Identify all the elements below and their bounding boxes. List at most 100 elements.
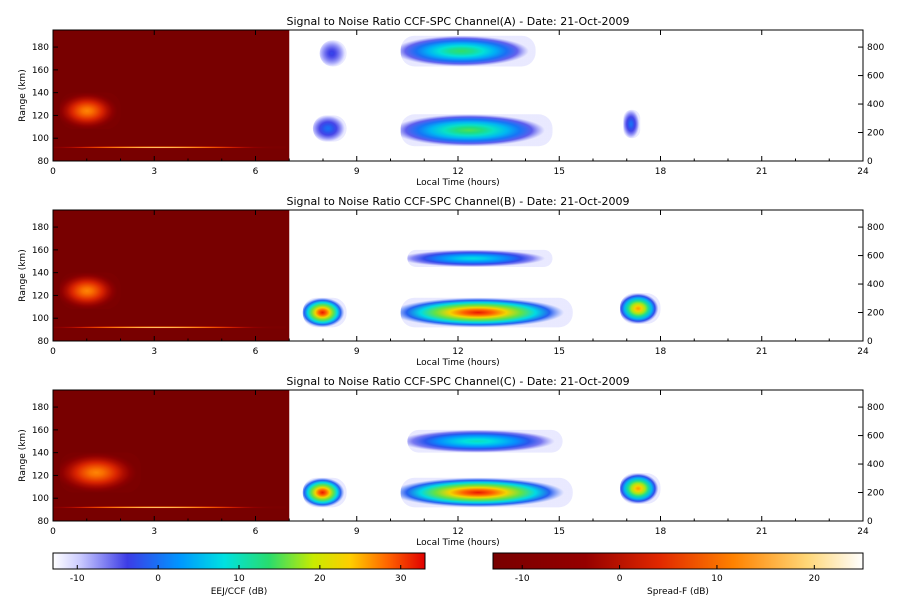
y2-tick-label: 800 xyxy=(867,223,884,233)
x-tick-label: 24 xyxy=(857,167,869,177)
x-tick-label: 12 xyxy=(452,347,463,357)
echo-early-lower xyxy=(312,115,347,142)
y-axis-label: Range (km) xyxy=(18,429,28,481)
colorbar-tick-label: 0 xyxy=(155,574,161,584)
echo-upper-band xyxy=(407,249,553,267)
y-tick-label: 140 xyxy=(32,89,49,99)
y-tick-label: 120 xyxy=(32,111,49,121)
x-tick-label: 6 xyxy=(253,527,259,537)
x-tick-label: 18 xyxy=(655,347,667,357)
y-tick-label: 180 xyxy=(32,43,49,53)
colorbar-tick-label: -10 xyxy=(70,574,85,584)
y2-tick-label: 600 xyxy=(867,252,884,262)
eej-colorbar: -10 0 10 20 30 EEJ/CCF (dB) xyxy=(52,552,426,597)
x-tick-label: 18 xyxy=(655,527,667,537)
x-tick-label: 12 xyxy=(452,527,463,537)
x-tick-label: 0 xyxy=(50,527,56,537)
y-tick-label: 80 xyxy=(38,337,50,347)
echo-spreadf-wisp xyxy=(59,272,121,310)
y-axis-label: Range (km) xyxy=(18,69,28,121)
echo-late-band xyxy=(620,293,661,324)
x-tick-label: 24 xyxy=(857,347,869,357)
x-tick-label: 21 xyxy=(756,527,767,537)
y2-tick-label: 400 xyxy=(867,460,884,470)
panel-title: Signal to Noise Ratio CCF-SPC Channel(C)… xyxy=(286,375,629,388)
x-tick-label: 6 xyxy=(253,347,259,357)
spreadf-colorbar: -10 0 10 20 Spread-F (dB) xyxy=(492,552,864,597)
colorbar-label: Spread-F (dB) xyxy=(647,587,709,597)
x-tick-label: 15 xyxy=(554,167,565,177)
colorbar-tick-label: 30 xyxy=(395,574,407,584)
panel-2: Signal to Noise Ratio CCF-SPC Channel(B)… xyxy=(18,195,884,368)
x-tick-label: 24 xyxy=(857,527,869,537)
y-tick-label: 120 xyxy=(32,291,49,301)
y-tick-label: 80 xyxy=(38,517,50,527)
y-tick-label: 100 xyxy=(32,494,49,504)
echo-late-patch xyxy=(623,109,641,139)
x-axis-label: Local Time (hours) xyxy=(416,178,499,188)
echo-late-band xyxy=(620,473,661,504)
echo-early-upper xyxy=(319,40,347,67)
x-tick-label: 9 xyxy=(354,167,360,177)
panel-title: Signal to Noise Ratio CCF-SPC Channel(B)… xyxy=(286,195,629,208)
y2-tick-label: 200 xyxy=(867,309,884,319)
x-tick-label: 3 xyxy=(151,347,157,357)
echo-lower-echo xyxy=(400,114,553,147)
y-tick-label: 180 xyxy=(32,403,49,413)
echo-spreadf-trace xyxy=(53,326,286,329)
y2-tick-label: 400 xyxy=(867,280,884,290)
echo-upper-echo xyxy=(400,35,536,67)
echo-upper-band xyxy=(407,429,563,453)
x-tick-label: 3 xyxy=(151,527,157,537)
x-tick-label: 15 xyxy=(554,527,565,537)
echo-spreadf-trace xyxy=(53,146,286,149)
y-tick-label: 160 xyxy=(32,246,49,256)
y-tick-label: 100 xyxy=(32,314,49,324)
y2-tick-label: 800 xyxy=(867,403,884,413)
x-tick-label: 12 xyxy=(452,167,463,177)
y-tick-label: 160 xyxy=(32,66,49,76)
y-tick-label: 120 xyxy=(32,471,49,481)
y-tick-label: 100 xyxy=(32,134,49,144)
y2-tick-label: 0 xyxy=(867,157,873,167)
echo-eej-band xyxy=(400,297,573,328)
colorbar-tick-label: 10 xyxy=(233,574,245,584)
x-axis-label: Local Time (hours) xyxy=(416,358,499,368)
y-tick-label: 140 xyxy=(32,449,49,459)
y-tick-label: 160 xyxy=(32,426,49,436)
panel-3: Signal to Noise Ratio CCF-SPC Channel(C)… xyxy=(18,375,884,548)
y2-tick-label: 800 xyxy=(867,43,884,53)
x-tick-label: 18 xyxy=(655,167,667,177)
echo-spreadf-wisp xyxy=(59,92,121,130)
x-tick-label: 3 xyxy=(151,167,157,177)
y-tick-label: 140 xyxy=(32,269,49,279)
x-tick-label: 0 xyxy=(50,167,56,177)
plot-area xyxy=(53,210,863,341)
x-axis-label: Local Time (hours) xyxy=(416,538,499,548)
y-tick-label: 180 xyxy=(32,223,49,233)
colorbar-strip xyxy=(492,552,864,570)
panel-1: Signal to Noise Ratio CCF-SPC Channel(A)… xyxy=(18,15,884,188)
x-tick-label: 9 xyxy=(354,527,360,537)
y-axis-label: Range (km) xyxy=(18,249,28,301)
colorbar-label: EEJ/CCF (dB) xyxy=(211,587,268,597)
echo-eej-early xyxy=(302,297,347,328)
x-tick-label: 9 xyxy=(354,347,360,357)
x-tick-label: 15 xyxy=(554,347,565,357)
plot-area xyxy=(53,30,863,161)
x-tick-label: 0 xyxy=(50,347,56,357)
colorbar-tick-label: -10 xyxy=(515,574,530,584)
plot-area xyxy=(53,390,863,521)
echo-spreadf-trace xyxy=(53,506,286,509)
echo-spreadf-wisp xyxy=(59,452,141,493)
y2-tick-label: 0 xyxy=(867,517,873,527)
echo-eej-early xyxy=(302,477,347,508)
colorbar-tick-label: 20 xyxy=(809,574,821,584)
panel-title: Signal to Noise Ratio CCF-SPC Channel(A)… xyxy=(286,15,629,28)
y2-tick-label: 200 xyxy=(867,129,884,139)
y2-tick-label: 200 xyxy=(867,489,884,499)
echo-eej-band xyxy=(400,477,573,508)
y2-tick-label: 600 xyxy=(867,432,884,442)
